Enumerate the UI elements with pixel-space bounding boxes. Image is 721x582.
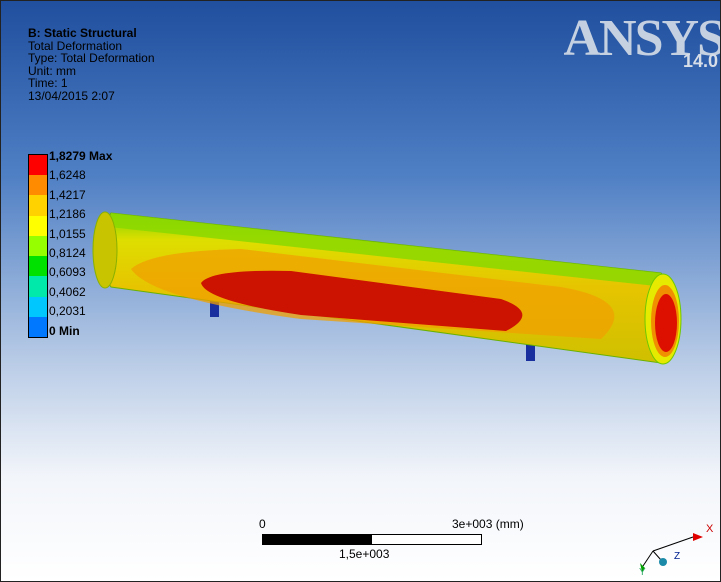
legend-swatch bbox=[29, 155, 47, 176]
legend-swatch bbox=[29, 256, 47, 277]
info-line: Time: 1 bbox=[28, 76, 68, 90]
legend-label: 0,4062 bbox=[49, 284, 86, 299]
legend-min-label: 0 Min bbox=[49, 323, 80, 338]
legend-label: 0,8124 bbox=[49, 245, 86, 260]
legend-label: 0,6093 bbox=[49, 265, 86, 280]
legend-swatch bbox=[29, 296, 47, 317]
legend-swatch bbox=[29, 235, 47, 257]
axis-z-label: Z bbox=[674, 551, 680, 562]
legend-max-label: 1,8279 Max bbox=[49, 149, 113, 163]
result-info: B: Static Structural Total Deformation T… bbox=[28, 27, 155, 102]
legend-label: 1,6248 bbox=[49, 168, 86, 183]
scale-max-label: 3e+003 (mm) bbox=[452, 517, 524, 531]
info-line: Unit: mm bbox=[28, 63, 76, 78]
analysis-title: B: Static Structural bbox=[28, 26, 137, 40]
legend-label: 1,4217 bbox=[49, 187, 86, 202]
ansys-logo-text: ANSYS bbox=[563, 10, 721, 67]
vessel-right-end-red bbox=[655, 294, 677, 352]
ansys-version: 14.0 bbox=[682, 51, 718, 71]
legend-swatch bbox=[29, 276, 47, 297]
ansys-logo: ANSYS 14.0 bbox=[550, 9, 721, 71]
legend-label: 1,2186 bbox=[49, 207, 86, 222]
scale-ruler: 0 3e+003 (mm) 1,5e+003 bbox=[256, 517, 524, 567]
info-line: Total Deformation bbox=[28, 38, 123, 53]
legend-labels: 1,8279 Max 1,6248 1,4217 1,2186 1,0155 0… bbox=[49, 149, 112, 343]
legend-label: 1,0155 bbox=[49, 226, 86, 241]
red-contour bbox=[201, 270, 523, 331]
legend-swatch bbox=[29, 316, 47, 337]
scale-mid-label: 1,5e+003 bbox=[339, 547, 390, 561]
info-line: Type: Total Deformation bbox=[28, 51, 155, 65]
legend-swatch bbox=[29, 215, 47, 236]
scale-bar bbox=[262, 534, 482, 545]
scale-zero-label: 0 bbox=[259, 517, 266, 531]
support-left bbox=[210, 301, 219, 317]
axis-x-label: X bbox=[706, 523, 714, 535]
axis-y-label: Y bbox=[639, 567, 646, 576]
legend-label: 0,2031 bbox=[49, 304, 86, 319]
vessel-top-band bbox=[109, 213, 661, 286]
legend-color-bar bbox=[28, 154, 48, 338]
info-line: 13/04/2015 2:07 bbox=[28, 88, 115, 103]
support-right bbox=[526, 344, 535, 361]
vessel-left-end bbox=[92, 211, 118, 289]
legend-swatch bbox=[29, 195, 47, 216]
legend-swatch bbox=[29, 175, 47, 196]
axis-triad[interactable]: X Y Z bbox=[631, 516, 721, 576]
